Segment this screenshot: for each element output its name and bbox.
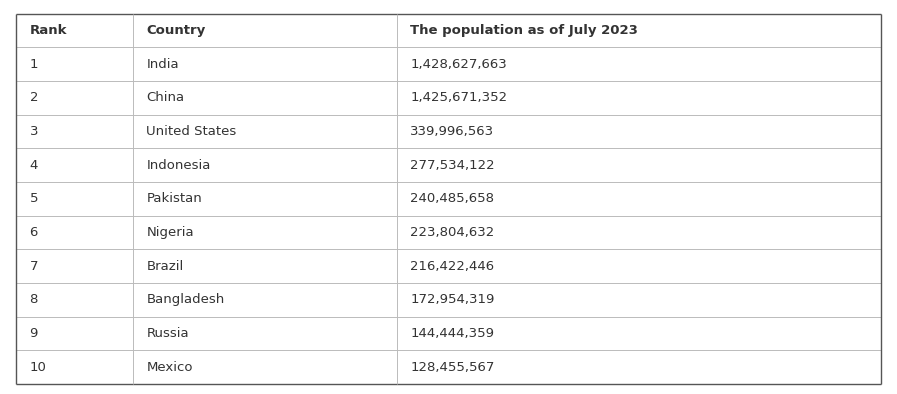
Text: Bangladesh: Bangladesh [146,294,224,307]
Text: 9: 9 [30,327,38,340]
Text: 7: 7 [30,260,38,273]
Text: 339,996,563: 339,996,563 [410,125,494,138]
Text: The population as of July 2023: The population as of July 2023 [410,24,638,37]
Text: 2: 2 [30,91,38,104]
Text: Nigeria: Nigeria [146,226,194,239]
Text: 1: 1 [30,58,38,71]
Text: 172,954,319: 172,954,319 [410,294,494,307]
Text: 216,422,446: 216,422,446 [410,260,494,273]
Text: 223,804,632: 223,804,632 [410,226,494,239]
Text: 4: 4 [30,159,38,172]
Text: Russia: Russia [146,327,189,340]
Text: 1,425,671,352: 1,425,671,352 [410,91,507,104]
Text: India: India [146,58,179,71]
Text: 144,444,359: 144,444,359 [410,327,494,340]
Text: 1,428,627,663: 1,428,627,663 [410,58,507,71]
Text: 8: 8 [30,294,38,307]
Text: Indonesia: Indonesia [146,159,211,172]
Text: Rank: Rank [30,24,67,37]
Text: 10: 10 [30,361,47,374]
Text: United States: United States [146,125,237,138]
Text: 277,534,122: 277,534,122 [410,159,495,172]
Text: 240,485,658: 240,485,658 [410,193,494,205]
Text: China: China [146,91,185,104]
Text: Country: Country [146,24,205,37]
Text: Mexico: Mexico [146,361,193,374]
Text: 3: 3 [30,125,38,138]
Text: Brazil: Brazil [146,260,184,273]
Text: 128,455,567: 128,455,567 [410,361,494,374]
Text: Pakistan: Pakistan [146,193,202,205]
Text: 6: 6 [30,226,38,239]
Text: 5: 5 [30,193,38,205]
